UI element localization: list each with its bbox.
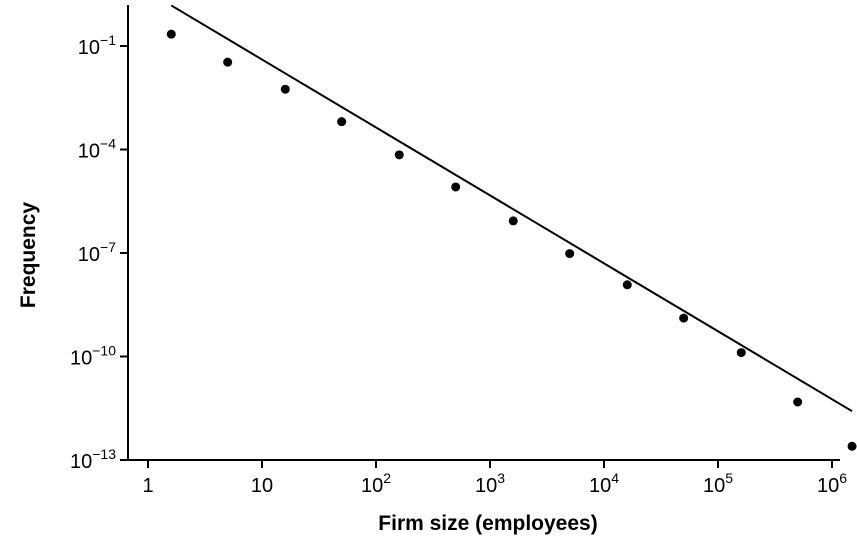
data-point-8 xyxy=(622,280,632,290)
x-tick-label-0: 1 xyxy=(142,475,153,497)
data-point-0 xyxy=(166,29,176,39)
data-point-9 xyxy=(679,313,689,323)
data-point-1 xyxy=(223,57,233,67)
data-point-4 xyxy=(394,150,404,160)
fit-line-group xyxy=(170,4,853,413)
y-tick-label-3: 10−10 xyxy=(70,343,116,370)
data-point-5 xyxy=(451,182,461,192)
data-point-12 xyxy=(847,441,857,451)
x-tick-label-5: 105 xyxy=(703,470,733,497)
data-point-3 xyxy=(337,117,347,127)
ticks: 1 10 102 103 104 105 106 10−1 10−4 10−7 10−10 10−13 xyxy=(70,32,847,497)
x-tick-label-4: 104 xyxy=(589,470,619,497)
data-point-11 xyxy=(793,397,803,407)
data-point-7 xyxy=(565,249,575,259)
fit-line xyxy=(170,4,853,413)
x-tick-label-1: 10 xyxy=(251,475,273,497)
data-point-6 xyxy=(508,216,518,226)
y-tick-label-2: 10−7 xyxy=(78,239,116,266)
x-tick-label-3: 103 xyxy=(475,470,505,497)
x-tick-label-6: 106 xyxy=(817,470,847,497)
axes xyxy=(127,5,840,461)
x-axis-title: Firm size (employees) xyxy=(378,512,597,535)
y-tick-label-4: 10−13 xyxy=(70,446,116,473)
y-tick-label-0: 10−1 xyxy=(78,32,116,59)
data-points xyxy=(166,29,857,451)
y-tick-label-1: 10−4 xyxy=(78,136,116,163)
data-point-10 xyxy=(736,348,746,358)
x-tick-label-2: 102 xyxy=(361,470,391,497)
y-axis-title: Frequency xyxy=(17,202,40,309)
data-point-2 xyxy=(280,84,290,94)
